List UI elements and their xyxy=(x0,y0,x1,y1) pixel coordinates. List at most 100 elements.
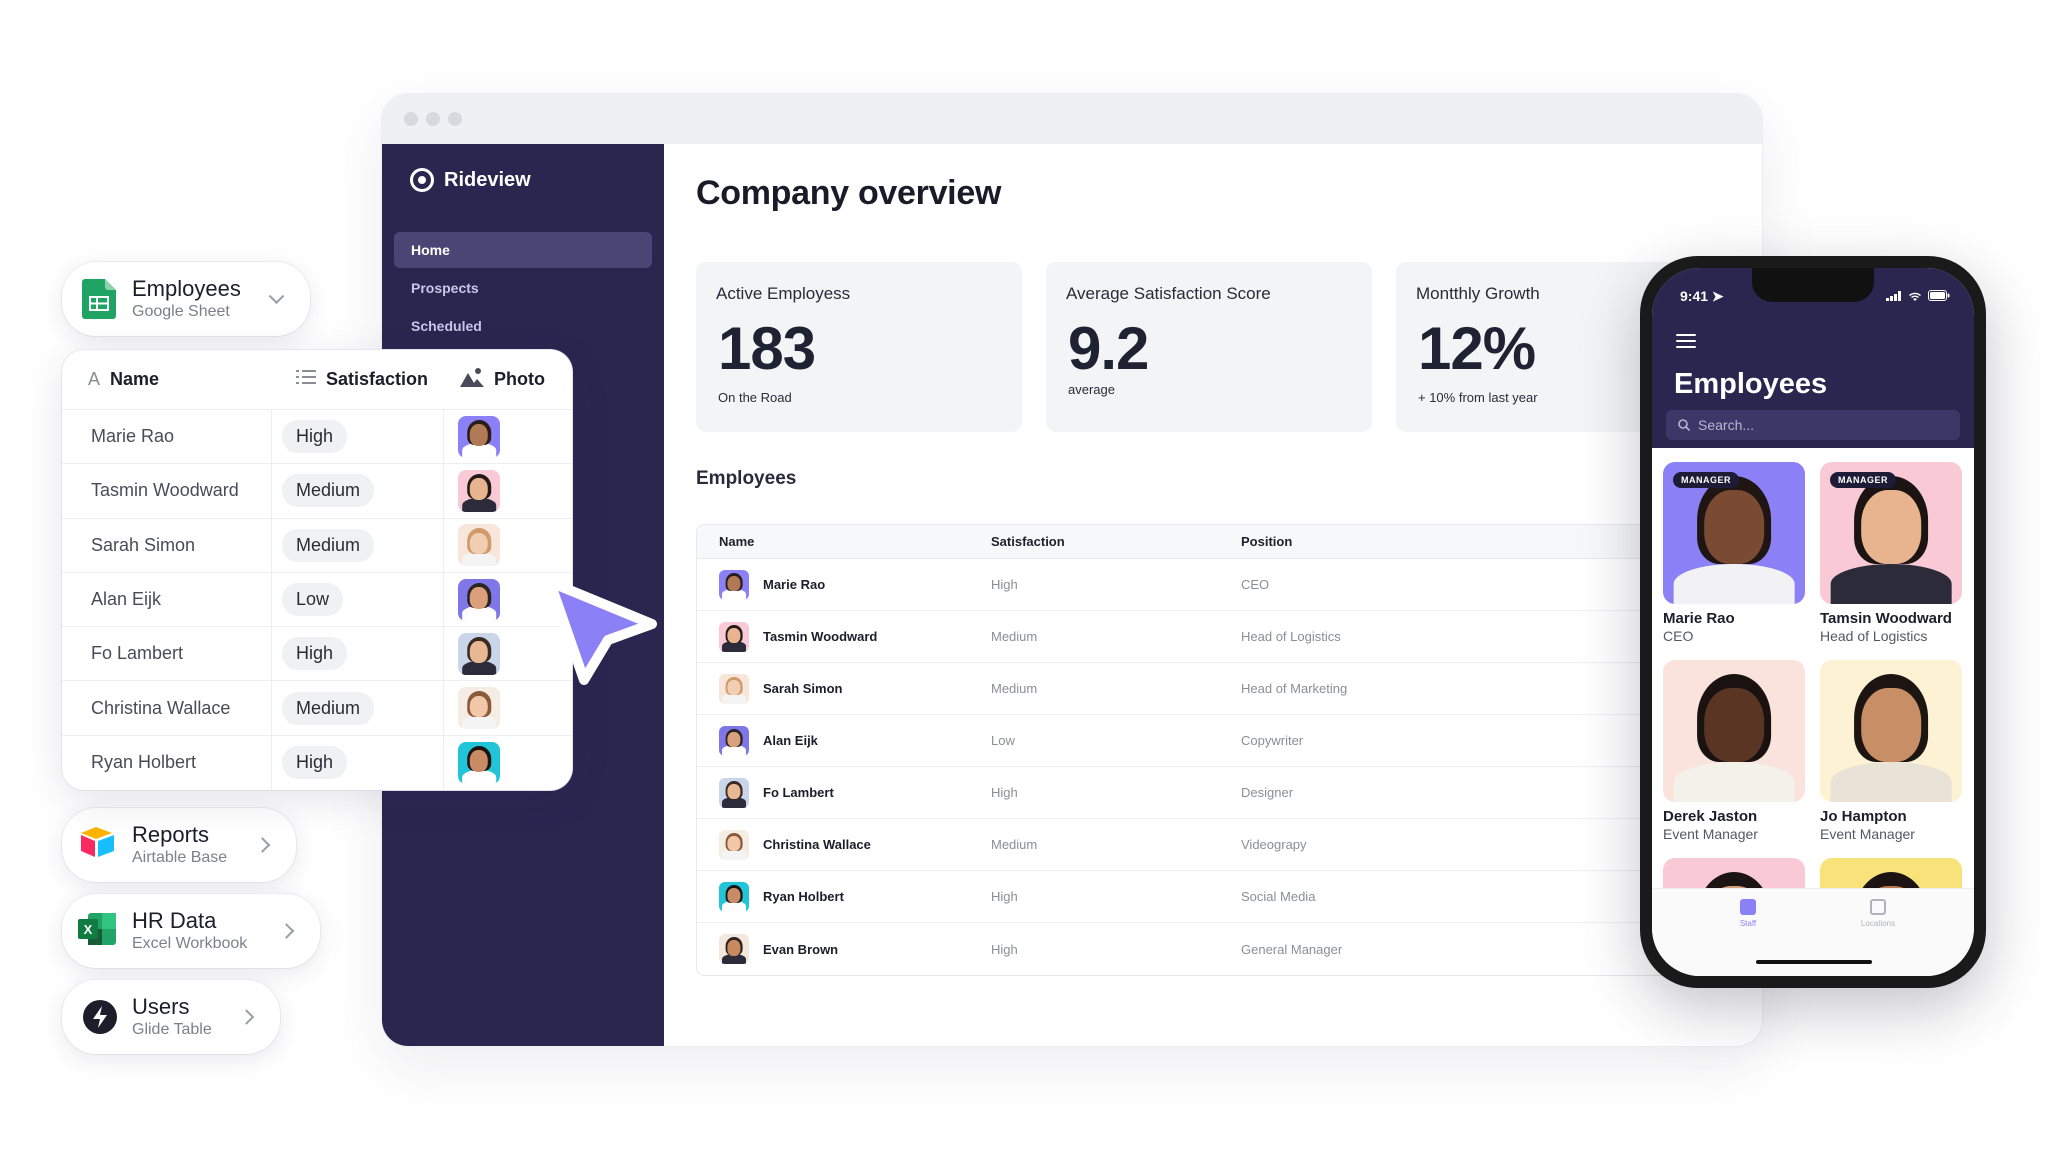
table-cell-satisfaction: High xyxy=(991,889,1018,904)
table-cell-position: General Manager xyxy=(1241,941,1343,957)
grid-cell-name[interactable]: Tasmin Woodward xyxy=(62,464,272,518)
stat-card-active-employees: Active Employess 183 On the Road xyxy=(696,262,1022,432)
employee-card[interactable]: MANAGER Tamsin Woodward Head of Logistic… xyxy=(1820,462,1962,644)
employee-photo xyxy=(1820,660,1962,802)
grid-column-photo[interactable]: Photo xyxy=(444,367,572,392)
grid-cell-name[interactable]: Alan Eijk xyxy=(62,572,272,627)
grid-row[interactable]: Marie Rao High xyxy=(62,410,572,465)
employee-name: Fo Lambert xyxy=(763,785,834,800)
chevron-right-icon[interactable] xyxy=(278,923,295,939)
sidebar-item-prospects[interactable]: Prospects xyxy=(411,280,479,296)
brand[interactable]: Rideview xyxy=(410,168,531,192)
grid-column-satisfaction[interactable]: Satisfaction xyxy=(272,369,444,390)
grid-cell-satisfaction[interactable]: High xyxy=(272,735,444,790)
table-row[interactable]: Christina Wallace Medium Videograpy xyxy=(697,819,1761,871)
grid-cell-photo[interactable] xyxy=(444,519,572,572)
grid-row[interactable]: Sarah Simon Medium xyxy=(62,518,572,573)
phone-title: Employees xyxy=(1674,368,1828,400)
grid-cell-name[interactable]: Sarah Simon xyxy=(62,518,272,572)
grid-cell-name[interactable]: Fo Lambert xyxy=(62,627,272,681)
table-cell-position: Videograpy xyxy=(1241,837,1307,852)
search-placeholder: Search... xyxy=(1698,417,1755,433)
table-cell-name: Fo Lambert xyxy=(697,777,991,808)
satisfaction-pill: Medium xyxy=(282,528,375,562)
grid-cell-name[interactable]: Christina Wallace xyxy=(62,681,272,735)
source-subtitle: Airtable Base xyxy=(132,849,228,866)
grid-cell-satisfaction[interactable]: Medium xyxy=(272,464,444,518)
grid-cell-photo[interactable] xyxy=(444,681,572,734)
column-header-satisfaction[interactable]: Satisfaction xyxy=(991,534,1065,549)
column-header-name[interactable]: Name xyxy=(719,534,755,549)
grid-cell-name[interactable]: Marie Rao xyxy=(62,410,272,464)
source-card-reports[interactable]: Reports Airtable Base xyxy=(62,808,296,882)
employee-card[interactable]: MANAGER Marie Rao CEO xyxy=(1663,462,1805,644)
table-cell-satisfaction: Medium xyxy=(991,681,1038,696)
tab-locations[interactable]: Locations xyxy=(1838,899,1918,928)
table-row[interactable]: Sarah Simon Medium Head of Marketing xyxy=(697,663,1761,715)
sidebar-item-scheduled[interactable]: Scheduled xyxy=(411,318,482,334)
table-row[interactable]: Tasmin Woodward Medium Head of Logistics xyxy=(697,611,1761,663)
employee-name: Evan Brown xyxy=(763,941,839,957)
grid-cell-satisfaction[interactable]: Low xyxy=(272,572,444,627)
grid-column-name[interactable]: A Name xyxy=(62,369,272,390)
tab-staff[interactable]: Staff xyxy=(1708,899,1788,928)
grid-cell-satisfaction[interactable]: High xyxy=(272,410,444,464)
avatar xyxy=(719,621,749,652)
grid-cell-photo[interactable] xyxy=(444,736,572,790)
grid-cell-satisfaction[interactable]: High xyxy=(272,627,444,681)
table-row[interactable]: Marie Rao High CEO xyxy=(697,559,1761,611)
employee-card[interactable] xyxy=(1820,858,1962,888)
sidebar-nav: Home Prospects Scheduled xyxy=(394,232,652,346)
window-dot[interactable] xyxy=(448,112,462,126)
table-row[interactable]: Alan Eijk Low Copywriter xyxy=(697,715,1761,767)
employee-card[interactable]: Jo Hampton Event Manager xyxy=(1820,660,1962,842)
satisfaction-pill: High xyxy=(282,420,348,454)
avatar xyxy=(719,829,749,860)
grid-cell-name[interactable]: Ryan Holbert xyxy=(62,735,272,790)
stat-label: Montthly Growth xyxy=(1416,284,1540,303)
sidebar-item-home[interactable]: Home xyxy=(394,232,652,268)
table-cell-position: Head of Marketing xyxy=(1241,681,1348,696)
table-cell-satisfaction: Medium xyxy=(991,629,1038,644)
grid-cell-satisfaction[interactable]: Medium xyxy=(272,518,444,572)
source-card-users[interactable]: Users Glide Table xyxy=(62,980,280,1054)
home-indicator xyxy=(1756,960,1872,964)
grid-cell-photo[interactable] xyxy=(444,573,572,626)
chevron-right-icon[interactable] xyxy=(254,837,271,853)
avatar xyxy=(458,687,500,730)
source-title: Employees xyxy=(132,276,241,301)
grid-cell-satisfaction[interactable]: Medium xyxy=(272,681,444,735)
manager-badge: MANAGER xyxy=(1673,472,1739,488)
stat-label: Average Satisfaction Score xyxy=(1066,284,1271,303)
source-subtitle: Excel Workbook xyxy=(132,935,248,952)
table-row[interactable]: Fo Lambert High Designer xyxy=(697,767,1761,819)
satisfaction-pill: Medium xyxy=(282,474,375,508)
grid-cell-photo[interactable] xyxy=(444,464,572,517)
grid-cell-photo[interactable] xyxy=(444,410,572,463)
phone-search-input[interactable]: Search... xyxy=(1666,410,1960,440)
battery-icon xyxy=(1928,290,1950,301)
employee-card[interactable] xyxy=(1663,858,1805,888)
grid-header: A Name Satisfaction Photo xyxy=(62,350,572,410)
grid-row[interactable]: Fo Lambert High xyxy=(62,627,572,682)
grid-cell-photo[interactable] xyxy=(444,627,572,680)
table-cell-name: Evan Brown xyxy=(697,934,991,964)
table-cell-satisfaction: High xyxy=(991,785,1018,800)
source-subtitle: Glide Table xyxy=(132,1021,212,1038)
window-dot[interactable] xyxy=(404,112,418,126)
grid-row[interactable]: Ryan Holbert High xyxy=(62,735,572,790)
column-header-position[interactable]: Position xyxy=(1241,534,1293,549)
grid-row[interactable]: Christina Wallace Medium xyxy=(62,681,572,736)
stat-value: 9.2 xyxy=(1068,315,1149,382)
source-card-hr-data[interactable]: X HR Data Excel Workbook xyxy=(62,894,320,968)
source-card-employees[interactable]: Employees Google Sheet xyxy=(62,262,310,336)
chevron-right-icon[interactable] xyxy=(238,1009,255,1025)
grid-row[interactable]: Alan Eijk Low xyxy=(62,572,572,628)
table-row[interactable]: Evan Brown High General Manager xyxy=(697,923,1761,975)
chevron-down-icon[interactable] xyxy=(268,288,285,305)
employee-card[interactable]: Derek Jaston Event Manager xyxy=(1663,660,1805,842)
table-row[interactable]: Ryan Holbert High Social Media xyxy=(697,871,1761,923)
hamburger-menu-icon[interactable] xyxy=(1676,334,1696,352)
window-dot[interactable] xyxy=(426,112,440,126)
grid-row[interactable]: Tasmin Woodward Medium xyxy=(62,464,572,519)
